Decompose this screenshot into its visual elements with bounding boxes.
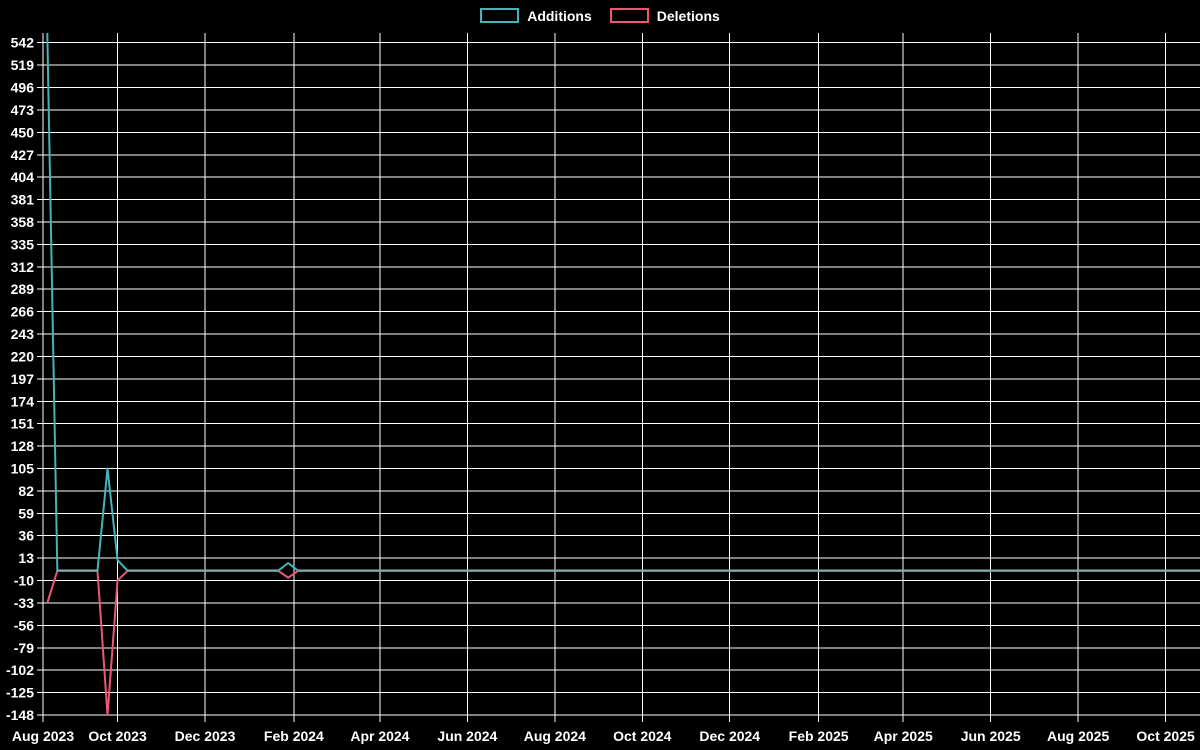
deletions-legend-swatch-icon — [609, 8, 649, 23]
x-tick-label: Oct 2024 — [613, 728, 672, 744]
y-tick-label: 59 — [18, 505, 34, 521]
x-tick-label: Apr 2024 — [350, 728, 409, 744]
y-tick-label: 266 — [11, 304, 35, 320]
y-tick-label: -148 — [6, 707, 34, 723]
x-tick-label: Oct 2025 — [1136, 728, 1195, 744]
y-tick-label: -33 — [14, 595, 34, 611]
y-tick-label: 174 — [11, 393, 35, 409]
y-tick-label: 473 — [11, 102, 35, 118]
y-tick-label: 496 — [11, 80, 35, 96]
additions-line — [46, 32, 1200, 572]
y-tick-label: 197 — [11, 371, 35, 387]
x-tick-label: Feb 2025 — [789, 728, 849, 744]
x-tick-label: Jun 2025 — [961, 728, 1021, 744]
x-tick-label: Feb 2024 — [264, 728, 324, 744]
y-tick-label: 243 — [11, 326, 35, 342]
x-tick-label: Aug 2024 — [524, 728, 586, 744]
y-tick-label: -79 — [14, 640, 34, 656]
y-tick-label: -56 — [14, 617, 34, 633]
y-tick-label: 542 — [11, 35, 35, 51]
y-tick-label: 427 — [11, 147, 35, 163]
y-tick-label: 13 — [18, 550, 34, 566]
x-tick-label: Aug 2023 — [12, 728, 74, 744]
y-tick-label: 151 — [11, 416, 35, 432]
y-tick-label: -10 — [14, 573, 34, 589]
y-tick-label: 312 — [11, 259, 35, 275]
deletions-line — [46, 569, 1200, 716]
x-tick-label: Oct 2023 — [88, 728, 147, 744]
legend-item-additions[interactable]: Additions — [480, 8, 592, 23]
x-tick-label: Jun 2024 — [437, 728, 497, 744]
y-tick-label: 381 — [11, 192, 35, 208]
y-tick-label: -125 — [6, 685, 34, 701]
y-tick-label: 82 — [18, 483, 34, 499]
y-tick-label: 220 — [11, 348, 35, 364]
x-tick-label: Aug 2025 — [1047, 728, 1109, 744]
y-tick-label: 36 — [18, 528, 34, 544]
y-tick-label: 450 — [11, 124, 35, 140]
legend-item-deletions[interactable]: Deletions — [609, 7, 720, 24]
chart-legend: Additions Deletions — [0, 8, 1200, 23]
x-tick-label: Dec 2023 — [175, 728, 236, 744]
y-tick-label: 128 — [11, 438, 35, 454]
legend-label-deletions: Deletions — [656, 7, 720, 24]
y-tick-label: 289 — [11, 281, 35, 297]
y-tick-label: 519 — [11, 57, 35, 73]
y-tick-label: 358 — [11, 214, 35, 230]
y-tick-label: -102 — [6, 662, 34, 678]
x-tick-label: Apr 2025 — [874, 728, 933, 744]
y-tick-label: 404 — [11, 169, 35, 185]
x-tick-label: Dec 2024 — [699, 728, 760, 744]
additions-legend-swatch-icon — [480, 8, 520, 23]
legend-label-additions: Additions — [527, 7, 592, 24]
y-tick-label: 105 — [11, 461, 35, 477]
y-tick-label: 335 — [11, 236, 35, 252]
